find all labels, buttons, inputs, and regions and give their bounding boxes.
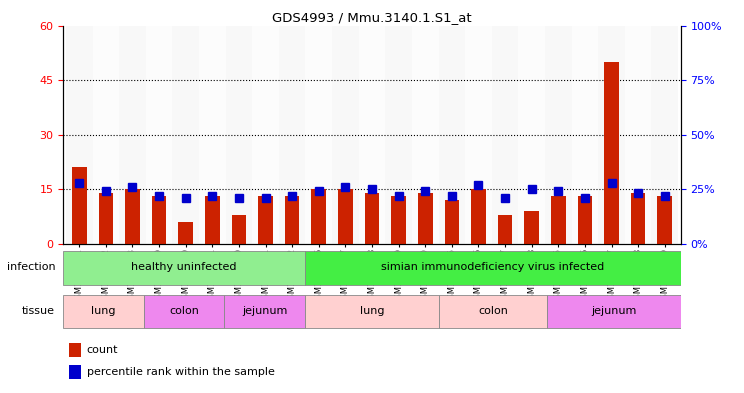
Bar <box>545 26 571 244</box>
Bar <box>225 26 252 244</box>
Bar <box>625 26 652 244</box>
Bar <box>63 252 305 285</box>
Bar <box>98 193 113 244</box>
Bar <box>205 196 219 244</box>
Bar <box>125 189 140 244</box>
Bar <box>359 26 385 244</box>
Bar <box>152 196 167 244</box>
Bar <box>285 196 300 244</box>
Title: GDS4993 / Mmu.3140.1.S1_at: GDS4993 / Mmu.3140.1.S1_at <box>272 11 472 24</box>
Bar <box>199 26 225 244</box>
Bar <box>652 26 678 244</box>
Text: jejunum: jejunum <box>242 306 287 316</box>
Bar <box>63 295 144 328</box>
Bar <box>631 193 646 244</box>
Text: simian immunodeficiency virus infected: simian immunodeficiency virus infected <box>381 263 604 272</box>
Bar <box>551 196 565 244</box>
Bar <box>444 200 459 244</box>
Text: colon: colon <box>478 306 507 316</box>
Bar <box>519 26 545 244</box>
Bar <box>119 26 146 244</box>
Bar <box>385 26 412 244</box>
Text: healthy uninfected: healthy uninfected <box>131 263 237 272</box>
Bar <box>418 193 432 244</box>
Bar <box>69 343 80 357</box>
Text: percentile rank within the sample: percentile rank within the sample <box>87 367 275 377</box>
Bar <box>173 26 199 244</box>
Bar <box>332 26 359 244</box>
Text: tissue: tissue <box>22 306 55 316</box>
Bar <box>438 26 465 244</box>
Bar <box>69 365 80 379</box>
Bar <box>492 26 519 244</box>
Bar <box>604 62 619 244</box>
Bar <box>66 26 92 244</box>
Bar <box>577 196 592 244</box>
Bar <box>179 222 193 244</box>
Text: infection: infection <box>7 263 55 272</box>
Bar <box>305 295 439 328</box>
Bar <box>92 26 119 244</box>
Bar <box>498 215 513 244</box>
Bar <box>365 193 379 244</box>
Bar <box>231 215 246 244</box>
Bar <box>547 295 681 328</box>
Text: lung: lung <box>360 306 384 316</box>
Bar <box>525 211 539 244</box>
Bar <box>225 295 305 328</box>
Bar <box>412 26 438 244</box>
Bar <box>312 189 326 244</box>
Bar <box>252 26 279 244</box>
Bar <box>571 26 598 244</box>
Bar <box>279 26 306 244</box>
Bar <box>72 167 86 244</box>
Bar <box>391 196 406 244</box>
Text: colon: colon <box>169 306 199 316</box>
Bar <box>471 189 486 244</box>
Bar <box>306 26 332 244</box>
Text: jejunum: jejunum <box>591 306 636 316</box>
Text: lung: lung <box>92 306 116 316</box>
Bar <box>146 26 173 244</box>
Bar <box>658 196 672 244</box>
Bar <box>144 295 225 328</box>
Bar <box>258 196 273 244</box>
Bar <box>305 252 681 285</box>
Bar <box>439 295 547 328</box>
Bar <box>338 189 353 244</box>
Bar <box>465 26 492 244</box>
Bar <box>598 26 625 244</box>
Text: count: count <box>87 345 118 355</box>
